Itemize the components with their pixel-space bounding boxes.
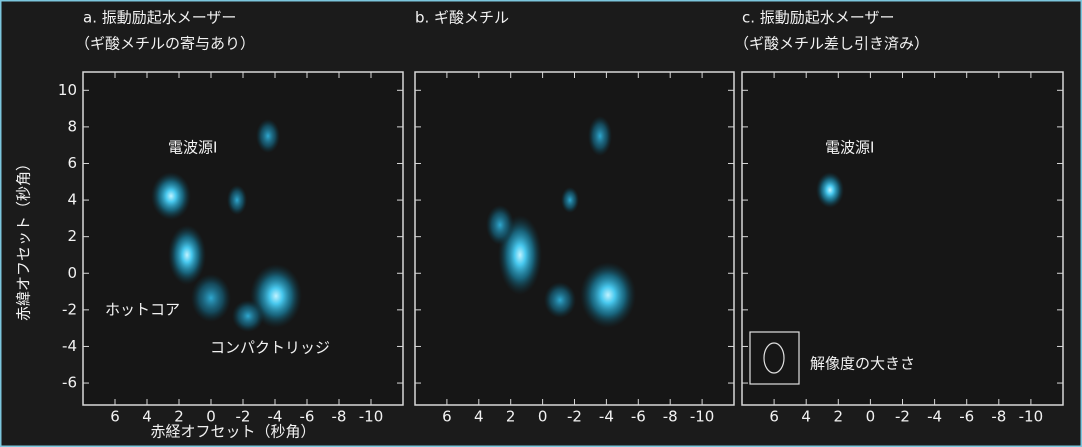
- x-tick-label: -10: [690, 408, 715, 426]
- y-tick-label: 0: [67, 264, 77, 282]
- panel-title: （ギ酸メチル差し引き済み）: [734, 35, 929, 53]
- y-tick-label: 4: [67, 191, 77, 209]
- x-tick-label: -8: [663, 408, 678, 426]
- x-tick-label: 6: [769, 408, 779, 426]
- x-tick-label: -2: [567, 408, 582, 426]
- emission-blob: [544, 282, 576, 318]
- panel-title: c. 振動励起水メーザー: [742, 9, 894, 27]
- y-tick-label: -6: [62, 374, 77, 392]
- emission-blob: [191, 274, 231, 322]
- x-tick-label: -6: [959, 408, 974, 426]
- annotation: 電波源Ⅰ: [168, 139, 217, 157]
- y-tick-label: 10: [58, 81, 77, 99]
- x-tick-label: 4: [474, 408, 484, 426]
- emission-blob: [168, 225, 206, 285]
- x-tick-label: -4: [927, 408, 942, 426]
- y-axis-label: 赤緯オフセット（秒角）: [15, 156, 33, 321]
- emission-blob: [561, 187, 579, 213]
- emission-blob: [580, 262, 636, 328]
- panel-title: a. 振動励起水メーザー: [83, 9, 236, 27]
- x-tick-label: -10: [359, 408, 384, 426]
- emission-blob: [486, 205, 514, 245]
- y-tick-label: 6: [67, 154, 77, 172]
- emission-blob: [256, 119, 280, 153]
- emission-blob: [232, 300, 264, 332]
- x-tick-label: -2: [895, 408, 910, 426]
- x-tick-label: -10: [1019, 408, 1044, 426]
- emission-blob: [227, 185, 247, 215]
- x-tick-label: 4: [801, 408, 811, 426]
- annotation: 解像度の大きさ: [810, 355, 915, 373]
- x-tick-label: -4: [599, 408, 614, 426]
- x-axis-label: 赤経オフセット（秒角）: [150, 423, 315, 441]
- y-tick-label: 8: [67, 117, 77, 135]
- plot-frame: [415, 72, 734, 405]
- panel-title: b. ギ酸メチル: [415, 9, 509, 27]
- x-tick-label: 6: [442, 408, 452, 426]
- emission-blob: [151, 172, 191, 220]
- figure: a. 振動励起水メーザー （ギ酸メチルの寄与あり） 6 4 2 0 -2 -4 -6 -8 -10 1…: [0, 0, 1082, 447]
- x-tick-label: -8: [991, 408, 1006, 426]
- emission-blob: [816, 172, 844, 208]
- panel-title: （ギ酸メチルの寄与あり）: [75, 35, 255, 53]
- annotation: 電波源Ⅰ: [825, 139, 874, 157]
- x-tick-label: 2: [834, 408, 844, 426]
- panels: a. 振動励起水メーザー （ギ酸メチルの寄与あり） 6 4 2 0 -2 -4 -6 -8 -10 1…: [15, 9, 1064, 441]
- x-tick-label: 0: [866, 408, 876, 426]
- y-tick-label: 2: [67, 227, 77, 245]
- annotation: コンパクトリッジ: [210, 339, 330, 357]
- emission-blob: [588, 116, 612, 156]
- x-tick-label: -8: [332, 408, 347, 426]
- x-tick-label: 2: [506, 408, 516, 426]
- y-tick-label: -4: [62, 337, 77, 355]
- x-tick-label: 6: [110, 408, 120, 426]
- y-tick-label: -2: [62, 300, 77, 318]
- x-tick-label: 0: [538, 408, 548, 426]
- x-tick-label: -6: [631, 408, 646, 426]
- annotation: ホットコア: [105, 301, 180, 319]
